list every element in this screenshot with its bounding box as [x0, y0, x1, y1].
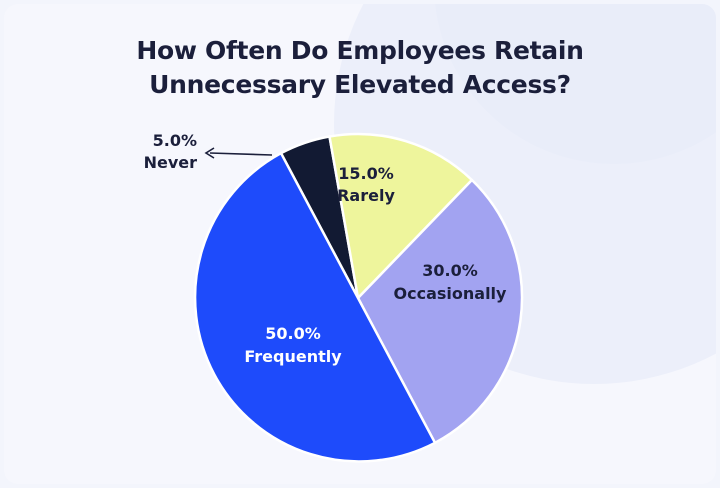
slice-value-occasionally: 30.0%: [422, 261, 478, 280]
slice-value-never: 5.0%: [153, 131, 197, 150]
chart-title-line-1: How Often Do Employees Retain: [136, 36, 584, 65]
slice-value-rarely: 15.0%: [338, 164, 394, 183]
slice-labels: 5.0% Never 15.0% Rarely 30.0% Occasional…: [144, 131, 507, 366]
callout-arrowhead: [204, 147, 215, 159]
pie-slice-frequently: [193, 151, 437, 463]
pie-slice-rarely: [328, 132, 474, 300]
slice-label-rarely: Rarely: [337, 186, 395, 205]
chart-title: How Often Do Employees Retain Unnecessar…: [4, 34, 716, 102]
slice-label-never: Never: [144, 153, 198, 172]
slice-label-frequently: Frequently: [244, 347, 342, 366]
slice-label-occasionally: Occasionally: [394, 284, 508, 303]
slice-value-frequently: 50.0%: [265, 324, 321, 343]
callout-line: [209, 152, 273, 156]
pie-slices: [193, 132, 524, 463]
never-callout: [204, 147, 273, 159]
pie-slice-occasionally: [356, 178, 524, 445]
chart-title-line-2: Unnecessary Elevated Access?: [149, 70, 571, 99]
